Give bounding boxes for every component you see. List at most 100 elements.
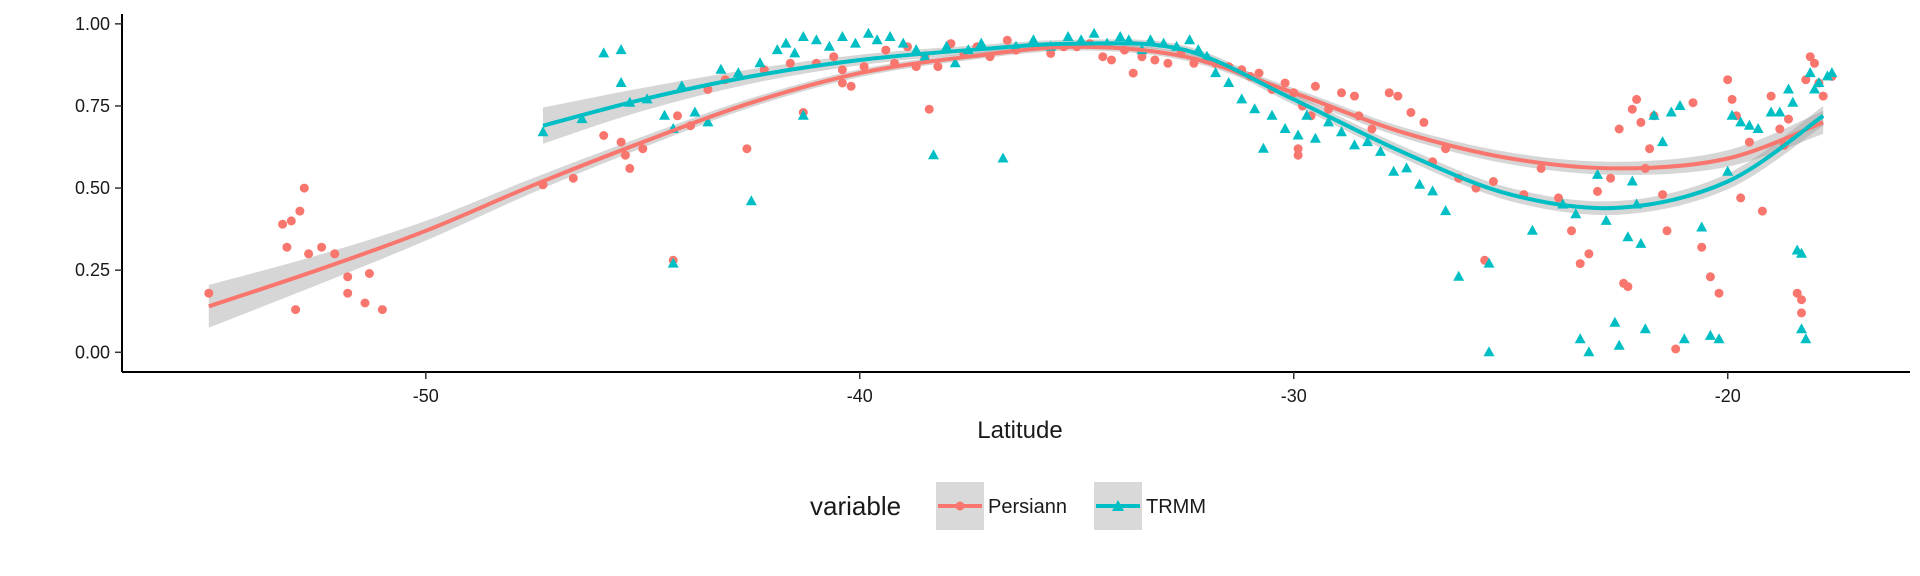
- point-persiann: [295, 206, 305, 216]
- point-trmm: [1674, 100, 1686, 110]
- point-persiann: [1662, 226, 1672, 236]
- point-persiann: [1723, 75, 1733, 85]
- point-trmm: [659, 109, 670, 120]
- point-trmm: [1613, 339, 1625, 350]
- point-persiann: [859, 62, 869, 72]
- point-persiann: [829, 52, 839, 62]
- point-trmm: [1678, 333, 1690, 344]
- point-trmm: [1783, 83, 1794, 94]
- point-persiann: [1714, 288, 1724, 298]
- point-trmm: [1114, 31, 1126, 41]
- point-trmm: [1774, 106, 1786, 117]
- point-trmm: [1323, 116, 1334, 127]
- point-trmm: [1483, 346, 1495, 357]
- point-trmm: [1301, 109, 1313, 120]
- point-trmm: [1592, 168, 1603, 179]
- y-tick-label: 0.25: [75, 260, 110, 280]
- point-persiann: [1623, 282, 1633, 292]
- x-axis-title: Latitude: [977, 417, 1062, 444]
- point-trmm: [1440, 205, 1452, 216]
- point-trmm: [897, 37, 909, 48]
- point-trmm: [1813, 77, 1825, 87]
- point-trmm: [1626, 175, 1638, 186]
- point-persiann: [304, 249, 314, 259]
- point-persiann: [1810, 58, 1819, 68]
- point-persiann: [1293, 144, 1303, 154]
- point-trmm: [576, 113, 588, 124]
- point-trmm: [1639, 323, 1651, 334]
- point-persiann: [364, 269, 374, 278]
- point-trmm: [598, 47, 610, 58]
- point-trmm: [1266, 109, 1278, 120]
- point-trmm: [836, 31, 848, 41]
- point-persiann: [282, 242, 292, 252]
- point-persiann: [1744, 137, 1754, 147]
- point-trmm: [797, 31, 809, 41]
- point-trmm: [1574, 333, 1586, 344]
- point-trmm: [1796, 323, 1807, 334]
- point-persiann: [1792, 288, 1802, 298]
- point-trmm: [1696, 221, 1708, 232]
- point-persiann: [1367, 124, 1377, 134]
- legend-label-persiann: Persiann: [988, 496, 1067, 518]
- point-persiann: [1280, 78, 1290, 88]
- point-trmm: [732, 67, 744, 78]
- point-persiann: [1593, 186, 1602, 196]
- point-trmm: [997, 152, 1009, 163]
- point-persiann: [1254, 68, 1264, 78]
- point-trmm: [1427, 185, 1439, 196]
- point-persiann: [1614, 124, 1624, 134]
- point-trmm: [676, 80, 688, 91]
- point-persiann: [1098, 52, 1108, 62]
- point-persiann: [1736, 193, 1746, 203]
- point-persiann: [204, 288, 214, 298]
- smooth-line-persiann: [208, 44, 1824, 309]
- point-persiann: [638, 144, 648, 154]
- y-tick-label: 0.75: [75, 96, 110, 116]
- point-trmm: [1375, 145, 1386, 156]
- point-trmm: [667, 257, 679, 268]
- point-persiann: [1350, 91, 1359, 101]
- point-trmm: [862, 27, 874, 38]
- point-persiann: [343, 288, 353, 298]
- legend: variable Persiann TRMM: [810, 482, 1206, 530]
- point-persiann: [1393, 91, 1403, 101]
- point-persiann: [330, 249, 340, 259]
- point-trmm: [1752, 123, 1764, 133]
- point-persiann: [616, 137, 626, 147]
- point-trmm: [1804, 67, 1816, 78]
- point-trmm: [537, 126, 549, 137]
- point-trmm: [1223, 77, 1235, 87]
- point-trmm: [975, 37, 987, 48]
- point-persiann: [278, 219, 288, 229]
- point-persiann: [1658, 190, 1668, 200]
- point-persiann: [286, 216, 296, 226]
- point-trmm: [1309, 132, 1321, 143]
- x-tick-label: -30: [1281, 386, 1307, 406]
- point-persiann: [360, 298, 370, 308]
- point-trmm: [689, 106, 701, 117]
- point-persiann: [1805, 52, 1815, 62]
- point-persiann: [924, 104, 934, 114]
- point-trmm: [871, 34, 883, 45]
- legend-title: variable: [810, 491, 901, 521]
- point-persiann: [1046, 48, 1056, 58]
- point-trmm: [1349, 139, 1360, 150]
- point-persiann: [1727, 94, 1737, 104]
- point-trmm: [1800, 333, 1812, 344]
- point-persiann: [625, 163, 635, 173]
- point-trmm: [1570, 208, 1582, 219]
- point-persiann: [1757, 206, 1767, 216]
- point-persiann: [1293, 150, 1303, 160]
- point-trmm: [1257, 142, 1269, 153]
- point-persiann: [933, 62, 943, 72]
- smooth-lines: [208, 41, 1825, 309]
- point-persiann: [1697, 242, 1707, 252]
- point-trmm: [754, 57, 766, 68]
- point-trmm: [1088, 27, 1100, 38]
- legend-marker-trmm: [1112, 500, 1124, 511]
- point-trmm: [1796, 247, 1807, 258]
- point-trmm: [1583, 346, 1595, 357]
- y-tick-label: 1.00: [75, 14, 110, 34]
- point-persiann: [1797, 295, 1806, 305]
